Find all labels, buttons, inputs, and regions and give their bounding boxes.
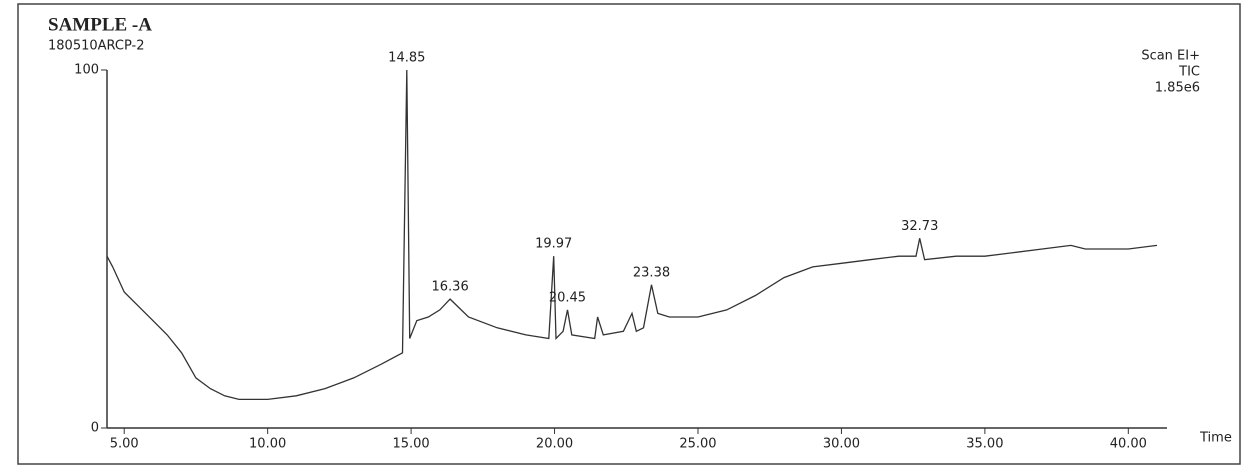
frame bbox=[17, 3, 1241, 465]
x-tick-label: 5.00 bbox=[110, 437, 139, 452]
x-tick-label: 35.00 bbox=[966, 437, 1003, 452]
x-tick-label: 30.00 bbox=[823, 437, 860, 452]
x-tick-label: 20.00 bbox=[536, 437, 573, 452]
y-tick-label: 0 bbox=[91, 421, 99, 436]
x-tick-label: 15.00 bbox=[392, 437, 429, 452]
info-text: TIC bbox=[1178, 65, 1200, 80]
x-tick-label: 25.00 bbox=[679, 437, 716, 452]
y-tick-label: 100 bbox=[74, 63, 99, 78]
peak-label: 19.97 bbox=[535, 237, 572, 252]
chart-title: SAMPLE -A bbox=[48, 14, 152, 35]
x-axis-label: Time bbox=[1199, 431, 1232, 446]
peak-label: 20.45 bbox=[549, 290, 586, 305]
peak-label: 14.85 bbox=[388, 51, 425, 66]
chromatogram-line bbox=[106, 69, 1158, 401]
info-text: 1.85e6 bbox=[1155, 81, 1200, 96]
x-tick-label: 40.00 bbox=[1110, 437, 1147, 452]
peak-label: 23.38 bbox=[633, 265, 670, 280]
peak-label: 16.36 bbox=[432, 280, 469, 295]
chart-subtitle: 180510ARCP-2 bbox=[48, 39, 145, 54]
x-tick-label: 10.00 bbox=[249, 437, 286, 452]
info-text: Scan EI+ bbox=[1141, 49, 1200, 64]
peak-label: 32.73 bbox=[901, 219, 938, 234]
